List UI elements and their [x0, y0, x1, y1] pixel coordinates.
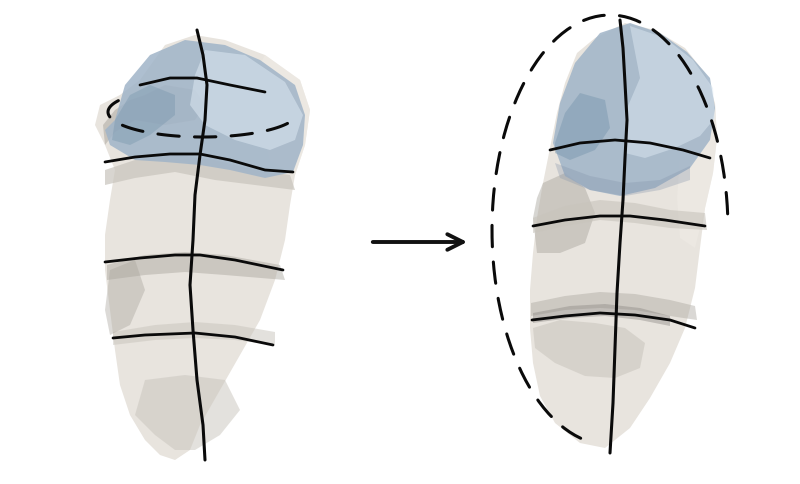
Polygon shape — [677, 73, 717, 248]
Polygon shape — [553, 23, 715, 196]
Polygon shape — [105, 40, 305, 178]
Polygon shape — [555, 163, 690, 196]
Polygon shape — [533, 320, 645, 378]
Polygon shape — [135, 375, 240, 450]
Polygon shape — [107, 252, 285, 280]
Polygon shape — [103, 85, 205, 145]
Polygon shape — [533, 200, 707, 233]
Polygon shape — [533, 173, 595, 253]
Polygon shape — [95, 35, 310, 460]
Polygon shape — [250, 55, 310, 175]
Polygon shape — [555, 93, 610, 160]
Polygon shape — [531, 292, 697, 320]
Polygon shape — [533, 304, 670, 326]
Polygon shape — [190, 50, 303, 150]
Polygon shape — [625, 26, 715, 158]
Polygon shape — [530, 23, 717, 448]
Polygon shape — [112, 85, 175, 145]
Polygon shape — [113, 322, 275, 345]
Polygon shape — [105, 155, 295, 190]
Polygon shape — [105, 260, 145, 335]
